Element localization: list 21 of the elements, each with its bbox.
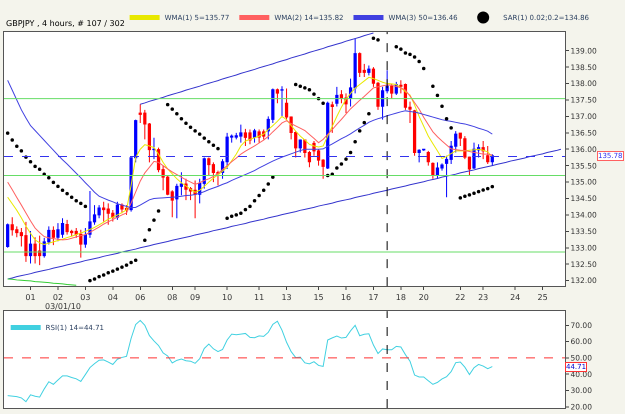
x-tick-label: 02 (52, 292, 64, 302)
x-tick-label: 09 (190, 292, 200, 302)
x-tick-label: 16 (340, 292, 352, 302)
x-tick-label: 20 (418, 292, 429, 302)
x-tick-label: 18 (396, 292, 406, 302)
x-tick-label: 11 (254, 292, 264, 302)
x-tick-label: 25 (538, 292, 548, 302)
x-tick-label: 24 (510, 292, 520, 302)
x-tick-label: 13 (281, 292, 292, 302)
x-tick-label: 01 (25, 292, 36, 302)
x-tick-label: 23 (478, 292, 488, 302)
x-tick-label: 04 (108, 292, 118, 302)
x-tick-label: 08 (167, 292, 178, 302)
text: 03/01/10 (45, 302, 81, 311)
x-tick-label: 06 (135, 292, 146, 302)
x-tick-label: 22 (455, 292, 466, 302)
x-tick-label: 15 (313, 292, 324, 302)
x-tick-label: 10 (222, 292, 232, 302)
x-tick-label: 03 (80, 292, 90, 302)
x-tick-label: 17 (368, 292, 379, 302)
chart-title: GBPJPY , 4 hours, # 107 / 302 (6, 19, 125, 28)
